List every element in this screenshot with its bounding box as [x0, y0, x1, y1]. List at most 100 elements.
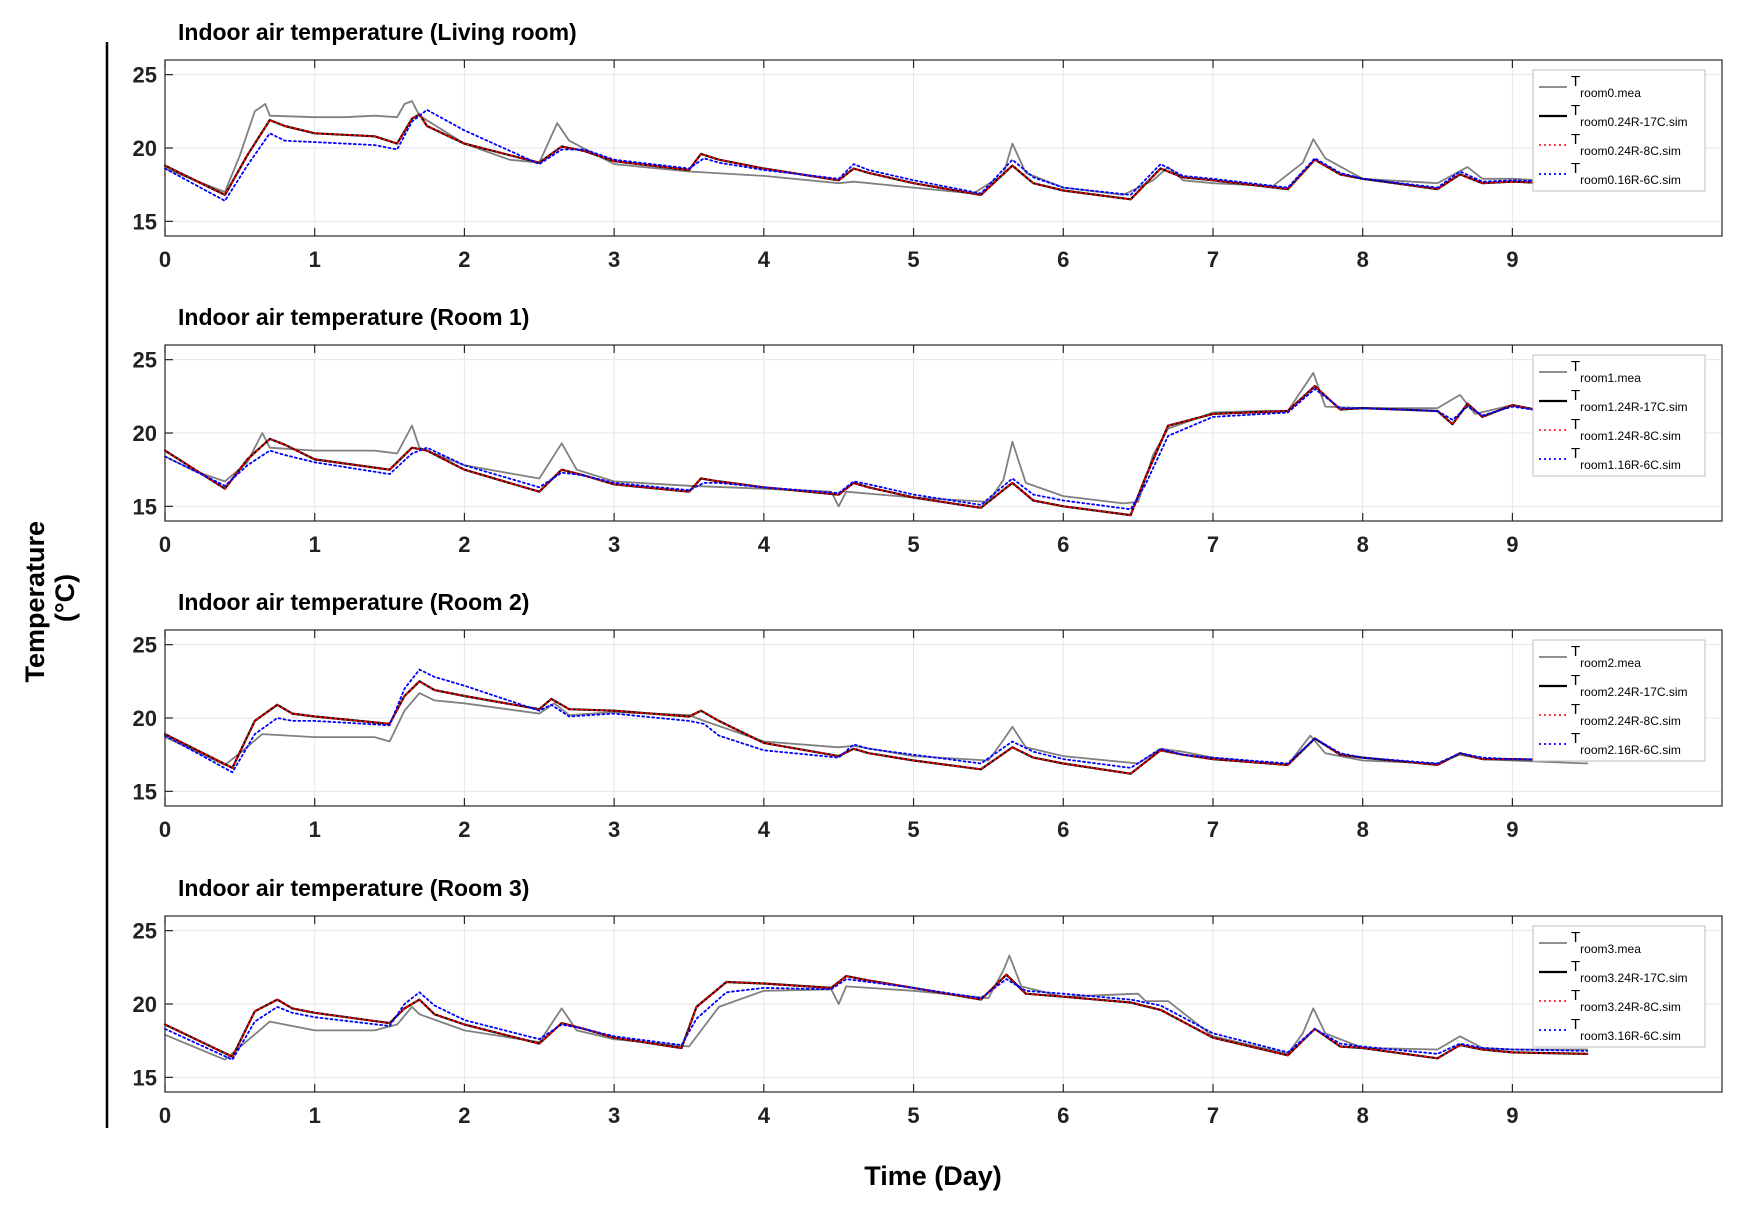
y-tick-label: 25 [133, 63, 157, 88]
x-tick-label: 2 [458, 1103, 470, 1128]
x-tick-label: 5 [907, 247, 919, 272]
legend-label-sub: room0.24R-8C.sim [1580, 144, 1681, 158]
y-tick-label: 20 [133, 992, 157, 1017]
legend-label-main: T [1571, 730, 1580, 747]
legend-label-sub: room2.mea [1580, 656, 1641, 670]
x-tick-label: 5 [907, 817, 919, 842]
panel-title: Indoor air temperature (Room 1) [178, 304, 529, 330]
series-line-r24_8 [164, 680, 1589, 775]
x-tick-label: 5 [907, 532, 919, 557]
y-tick-label: 20 [133, 136, 157, 161]
legend-label: Troom2.16R-6C.sim [1571, 730, 1681, 757]
x-tick-label: 7 [1207, 817, 1219, 842]
legend-label-main: T [1571, 672, 1580, 689]
legend-label-sub: room1.mea [1580, 371, 1641, 385]
legend-label-main: T [1571, 445, 1580, 462]
series-line-mea [164, 100, 1589, 196]
x-tick-label: 3 [608, 1103, 620, 1128]
x-tick-label: 1 [309, 817, 321, 842]
legend-label: Troom1.24R-17C.sim [1571, 387, 1688, 414]
legend-label: Troom0.mea [1571, 73, 1641, 100]
y-axis-label-line2: (°C) [50, 574, 80, 622]
series-line-r16_6 [164, 978, 1589, 1061]
legend-label: Troom0.24R-17C.sim [1571, 102, 1688, 129]
panel-title: Indoor air temperature (Room 3) [178, 875, 529, 901]
panel-title: Indoor air temperature (Living room) [178, 19, 577, 45]
legend-label-sub: room2.16R-6C.sim [1580, 743, 1681, 757]
legend-label-sub: room1.16R-6C.sim [1580, 458, 1681, 472]
legend-box [1532, 69, 1706, 192]
panel-title: Indoor air temperature (Room 2) [178, 589, 529, 615]
legend-label-sub: room0.16R-6C.sim [1580, 173, 1681, 187]
legend-label: Troom3.24R-8C.sim [1571, 987, 1681, 1014]
y-tick-label: 25 [133, 919, 157, 944]
x-tick-label: 9 [1506, 532, 1518, 557]
x-tick-label: 5 [907, 1103, 919, 1128]
legend-box [1532, 639, 1706, 762]
legend-label: Troom2.24R-17C.sim [1571, 672, 1688, 699]
legend-label-sub: room3.24R-8C.sim [1580, 1000, 1681, 1014]
legend-label: Troom2.24R-8C.sim [1571, 701, 1681, 728]
legend-label-sub: room1.24R-17C.sim [1580, 400, 1687, 414]
x-tick-label: 6 [1057, 532, 1069, 557]
legend: Troom0.meaTroom0.24R-17C.simTroom0.24R-8… [1532, 69, 1706, 192]
x-tick-label: 6 [1057, 817, 1069, 842]
y-tick-label: 20 [133, 421, 157, 446]
x-tick-label: 4 [758, 247, 771, 272]
legend-label-main: T [1571, 102, 1580, 119]
y-tick-label: 25 [133, 348, 157, 373]
x-tick-label: 2 [458, 532, 470, 557]
x-axis-label: Time (Day) [864, 1161, 1002, 1191]
x-tick-label: 7 [1207, 1103, 1219, 1128]
legend-label-sub: room1.24R-8C.sim [1580, 429, 1681, 443]
legend-label-main: T [1571, 643, 1580, 660]
x-tick-label: 2 [458, 247, 470, 272]
x-tick-label: 7 [1207, 532, 1219, 557]
x-tick-label: 6 [1057, 247, 1069, 272]
y-axis-label: Temperature (°C) [20, 513, 80, 682]
chart-panels: Indoor air temperature (Living room) 0 1 2 3… [133, 19, 1723, 1128]
x-tick-label: 9 [1506, 817, 1518, 842]
x-tick-label: 4 [758, 532, 771, 557]
legend-label-main: T [1571, 987, 1580, 1004]
y-tick-label: 20 [133, 706, 157, 731]
y-axis-label-line1: Temperature [20, 521, 50, 683]
x-tick-label: 2 [458, 817, 470, 842]
legend-label: Troom1.24R-8C.sim [1571, 416, 1681, 443]
panel-2: Indoor air temperature (Room 2) 0 1 2 3 4 5 6 7 8… [133, 589, 1723, 842]
legend-label: Troom1.16R-6C.sim [1571, 445, 1681, 472]
legend-label-main: T [1571, 358, 1580, 375]
legend-label-main: T [1571, 73, 1580, 90]
legend: Troom2.meaTroom2.24R-17C.simTroom2.24R-8… [1532, 639, 1706, 762]
panel-3: Indoor air temperature (Room 3) 0 1 2 3 4 5 6 7 8… [133, 875, 1723, 1128]
y-tick-label: 15 [133, 779, 157, 804]
legend-label: Troom3.mea [1571, 929, 1641, 956]
legend-label-sub: room0.mea [1580, 86, 1641, 100]
panel-0: Indoor air temperature (Living room) 0 1 2 3… [133, 19, 1723, 272]
x-tick-label: 1 [309, 532, 321, 557]
series-line-r24_8 [164, 973, 1589, 1060]
legend-label-main: T [1571, 131, 1580, 148]
legend: Troom3.meaTroom3.24R-17C.simTroom3.24R-8… [1532, 925, 1706, 1048]
legend-label-sub: room2.24R-8C.sim [1580, 714, 1681, 728]
x-tick-label: 3 [608, 247, 620, 272]
legend-label: Troom0.16R-6C.sim [1571, 160, 1681, 187]
legend-label-sub: room3.24R-17C.sim [1580, 971, 1687, 985]
x-tick-label: 4 [758, 1103, 771, 1128]
legend-box [1532, 925, 1706, 1048]
legend-label-sub: room2.24R-17C.sim [1580, 685, 1687, 699]
legend-label-main: T [1571, 929, 1580, 946]
x-tick-label: 9 [1506, 1103, 1518, 1128]
x-tick-label: 8 [1357, 532, 1369, 557]
x-tick-label: 7 [1207, 247, 1219, 272]
x-tick-label: 8 [1357, 247, 1369, 272]
x-tick-label: 8 [1357, 1103, 1369, 1128]
series-line-mea [164, 692, 1589, 766]
legend-label-main: T [1571, 1016, 1580, 1033]
legend-label-sub: room3.16R-6C.sim [1580, 1029, 1681, 1043]
legend-label: Troom2.mea [1571, 643, 1641, 670]
x-tick-label: 4 [758, 817, 771, 842]
x-tick-label: 0 [159, 247, 171, 272]
legend-label-main: T [1571, 387, 1580, 404]
panel-1: Indoor air temperature (Room 1) 0 1 2 3 4 5 6 7 8… [133, 304, 1723, 557]
